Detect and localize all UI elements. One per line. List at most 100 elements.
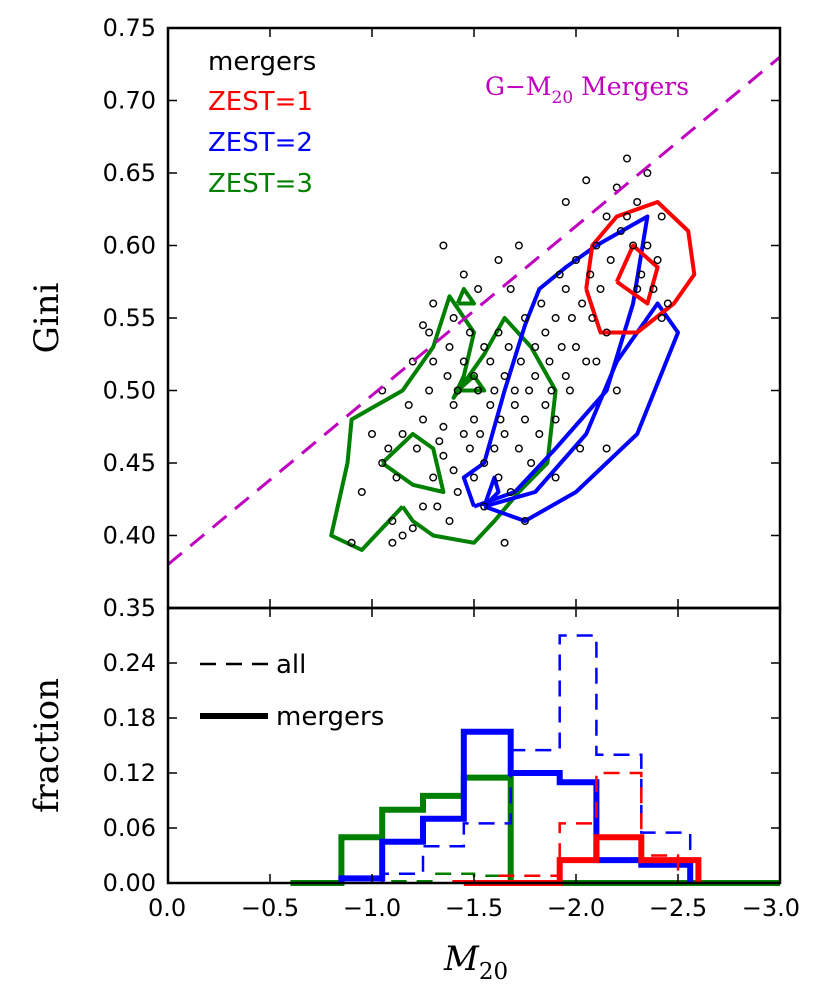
- scatter-point: [586, 270, 595, 279]
- scatter-point: [453, 386, 462, 395]
- scatter-point: [547, 386, 556, 395]
- bottom-x-tick-label: 0.0: [148, 894, 186, 922]
- top-y-tick-label: 0.35: [103, 594, 156, 622]
- top-y-tick-label: 0.40: [103, 522, 156, 550]
- scatter-point: [419, 321, 428, 330]
- scatter-point: [643, 241, 652, 250]
- scatter-point: [649, 285, 658, 294]
- scatter-point: [657, 314, 666, 323]
- scatter-point: [439, 451, 448, 460]
- scatter-point: [514, 241, 523, 250]
- scatter-point: [602, 444, 611, 453]
- contour-0: [329, 294, 558, 552]
- scatter-point: [429, 299, 438, 308]
- scatter-point: [470, 372, 479, 381]
- scatter-point: [494, 473, 503, 482]
- scatter-point: [572, 256, 581, 265]
- scatter-point: [606, 256, 615, 265]
- scatter-point: [398, 430, 407, 439]
- scatter-point: [535, 430, 544, 439]
- scatter-point: [653, 256, 662, 265]
- scatter-point: [494, 256, 503, 265]
- scatter-point: [476, 430, 485, 439]
- scatter-point: [470, 415, 479, 424]
- scatter-point: [449, 314, 458, 323]
- scatter-point: [490, 386, 499, 395]
- scatter-point: [663, 299, 672, 308]
- scatter-point: [504, 343, 513, 352]
- scatter-point: [368, 430, 377, 439]
- scatter-point: [602, 328, 611, 337]
- scatter-point: [551, 415, 560, 424]
- contour-6: [482, 475, 501, 508]
- scatter-point: [435, 437, 444, 446]
- scatter-point: [388, 517, 397, 526]
- scatter-point: [531, 372, 540, 381]
- scatter-point: [439, 241, 448, 250]
- legend-entry-zest3: ZEST=3: [208, 169, 313, 199]
- legend-title: mergers: [208, 47, 316, 77]
- scatter-point: [510, 401, 519, 410]
- top-points: [347, 154, 672, 547]
- scatter-point: [500, 372, 509, 381]
- scatter-point: [616, 226, 625, 235]
- scatter-point: [470, 473, 479, 482]
- x-axis-label: M20: [443, 939, 508, 985]
- scatter-point: [521, 517, 530, 526]
- contour-2: [456, 374, 487, 393]
- scatter-point: [576, 444, 585, 453]
- scatter-point: [443, 372, 452, 381]
- scatter-point: [592, 241, 601, 250]
- top-y-axis-label: Gini: [27, 282, 67, 353]
- scatter-point: [551, 314, 560, 323]
- scatter-point: [465, 328, 474, 337]
- bottom-y-tick-label: 0.12: [103, 759, 156, 787]
- scatter-point: [449, 466, 458, 475]
- top-y-tick-label: 0.75: [103, 14, 156, 42]
- scatter-point: [545, 357, 554, 366]
- scatter-point: [378, 459, 387, 468]
- scatter-point: [500, 538, 509, 547]
- top-y-tick-label: 0.45: [103, 449, 156, 477]
- scatter-point: [459, 430, 468, 439]
- contour-3: [455, 287, 476, 306]
- scatter-point: [496, 415, 505, 424]
- bottom-x-tick-label: −2.5: [649, 894, 707, 922]
- scatter-point: [419, 415, 428, 424]
- scatter-point: [567, 314, 576, 323]
- scatter-point: [537, 299, 546, 308]
- bottom-panel: 0.00 0.06 0.12 0.18 0.24 0.0 −0.5 −1.0 −1.5 −2.0…: [27, 606, 800, 985]
- scatter-point: [490, 444, 499, 453]
- scatter-point: [561, 372, 570, 381]
- scatter-point: [592, 357, 601, 366]
- legend-label-mergers: mergers: [276, 702, 384, 732]
- scatter-point: [525, 386, 534, 395]
- top-y-tick-label: 0.55: [103, 304, 156, 332]
- bottom-legend: all mergers: [200, 650, 384, 732]
- scatter-point: [510, 386, 519, 395]
- histogram-zest-3-all: [391, 872, 512, 883]
- scatter-point: [643, 168, 652, 177]
- scatter-point: [596, 285, 605, 294]
- scatter-point: [412, 444, 421, 453]
- scatter-point: [541, 328, 550, 337]
- scatter-point: [459, 357, 468, 366]
- scatter-point: [347, 538, 356, 547]
- bottom-y-tick-label: 0.06: [103, 814, 156, 842]
- scatter-point: [357, 488, 366, 497]
- scatter-point: [565, 386, 574, 395]
- scatter-point: [572, 343, 581, 352]
- scatter-point: [555, 270, 564, 279]
- reference-line: [167, 55, 781, 566]
- bottom-x-tick-label: −0.5: [241, 894, 299, 922]
- scatter-point: [612, 386, 621, 395]
- scatter-point: [500, 430, 509, 439]
- bottom-y-tick-label: 0.24: [103, 649, 156, 677]
- scatter-point: [657, 212, 666, 221]
- scatter-point: [561, 285, 570, 294]
- bottom-y-axis-label: fraction: [27, 678, 67, 813]
- scatter-point: [486, 357, 495, 366]
- top-panel: G−M20 Mergers 0.350.400.450.500.550.600.…: [27, 14, 782, 622]
- legend-label-all: all: [276, 650, 306, 680]
